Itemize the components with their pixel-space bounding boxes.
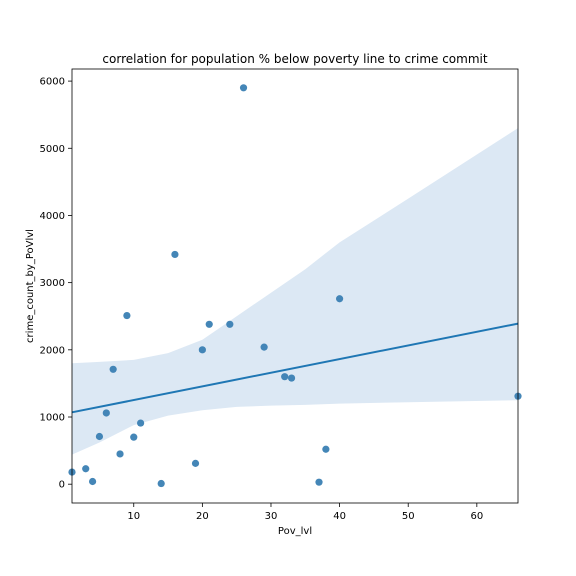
regression-line xyxy=(71,322,519,414)
data-point xyxy=(322,445,330,453)
data-point xyxy=(102,409,110,417)
y-tick-label: 4000 xyxy=(40,211,65,222)
data-point xyxy=(226,320,234,328)
regression-line-layer xyxy=(71,322,519,414)
data-point xyxy=(281,373,289,381)
data-point xyxy=(130,433,138,441)
y-tick-label: 1000 xyxy=(40,413,65,424)
data-points-layer xyxy=(68,84,522,488)
data-point xyxy=(116,450,124,458)
data-point xyxy=(123,311,131,320)
confidence-band xyxy=(72,128,518,455)
x-tick-label: 50 xyxy=(402,511,415,522)
x-tick-label: 60 xyxy=(470,511,483,522)
plot-frame xyxy=(71,68,519,504)
data-point xyxy=(109,365,117,373)
y-tick-label: 5000 xyxy=(40,144,65,155)
data-point xyxy=(157,479,165,488)
data-point xyxy=(287,374,296,382)
y-tick-label: 6000 xyxy=(40,77,65,88)
data-point xyxy=(239,84,248,92)
y-axis-label: crime_count_by_PoVlvl xyxy=(25,229,36,343)
data-point xyxy=(95,432,104,441)
x-axis-label: Pov_lvl xyxy=(278,526,312,537)
y-tick-label: 2000 xyxy=(40,345,65,356)
data-point xyxy=(137,419,145,427)
y-tick-label: 0 xyxy=(59,480,65,491)
data-point xyxy=(198,346,206,354)
data-point xyxy=(88,477,97,486)
data-point xyxy=(260,343,268,351)
x-tick-label: 10 xyxy=(127,511,140,522)
data-point xyxy=(191,459,200,467)
x-tick-label: 20 xyxy=(196,511,209,522)
chart-title: correlation for population % below pover… xyxy=(102,52,487,66)
data-point xyxy=(336,295,344,303)
data-point xyxy=(205,320,213,328)
x-tick-label: 30 xyxy=(265,511,278,522)
data-point xyxy=(171,250,179,259)
data-point xyxy=(82,465,90,473)
x-axis-ticks: 10 20 30 40 50 60 xyxy=(127,503,483,522)
x-tick-label: 40 xyxy=(333,511,346,522)
y-axis-ticks: 0 1000 2000 3000 4000 5000 6000 xyxy=(40,77,72,491)
confidence-band-layer xyxy=(72,128,518,455)
y-tick-label: 3000 xyxy=(40,278,65,289)
data-point xyxy=(315,478,323,486)
